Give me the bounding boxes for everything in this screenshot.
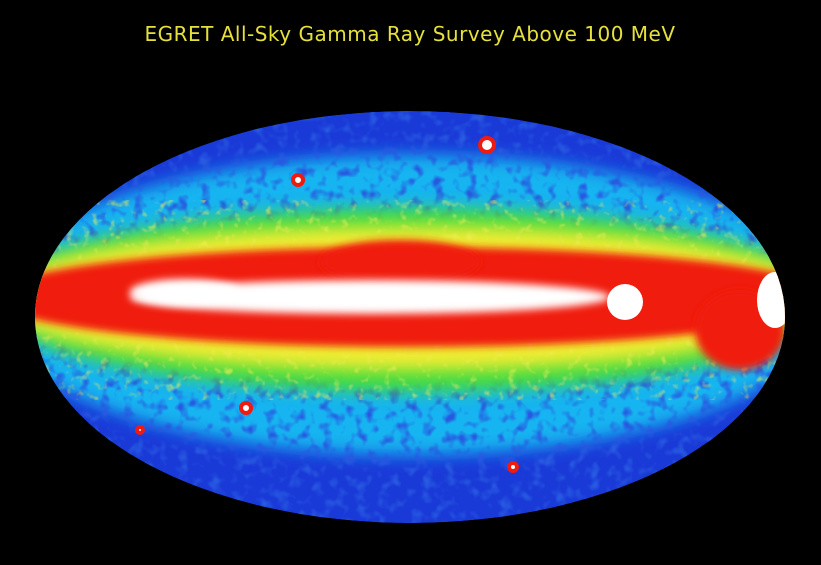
title: EGRET All-Sky Gamma Ray Survey Above 100… bbox=[144, 22, 675, 46]
sky-map bbox=[35, 111, 785, 523]
